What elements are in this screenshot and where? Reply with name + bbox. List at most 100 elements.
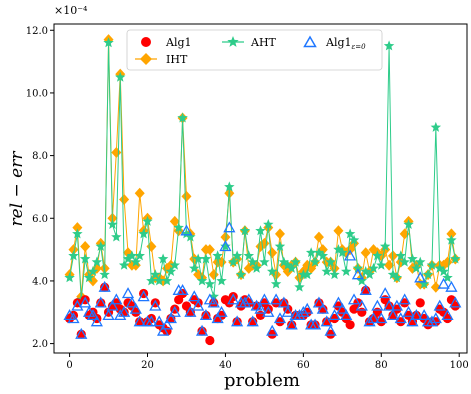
point-aht: [161, 275, 173, 286]
legend-label-alg1eps: Alg1ε=0: [325, 36, 366, 51]
point-aht: [379, 240, 391, 251]
point-alg1eps: [297, 305, 310, 317]
point-alg1eps: [301, 302, 314, 314]
point-alg1eps: [118, 305, 131, 317]
y-tick-label: 6.0: [32, 214, 48, 225]
point-aht: [115, 71, 126, 82]
point-alg1eps: [188, 290, 201, 302]
point-alg1eps: [328, 309, 341, 321]
point-alg1: [345, 320, 355, 330]
point-alg1eps: [211, 312, 224, 324]
point-aht: [309, 256, 321, 267]
point-alg1eps: [129, 302, 142, 314]
point-aht: [153, 275, 165, 286]
point-alg1eps: [168, 305, 181, 317]
point-aht: [181, 228, 192, 239]
point-aht: [348, 234, 360, 245]
point-alg1eps: [375, 312, 388, 324]
point-aht: [79, 253, 91, 264]
point-alg1eps: [79, 296, 92, 308]
plot-frame: [53, 23, 468, 354]
point-alg1eps: [94, 296, 107, 308]
point-iht: [68, 244, 79, 256]
point-aht: [270, 278, 282, 289]
point-aht: [72, 228, 83, 239]
point-alg1eps: [262, 305, 275, 317]
point-alg1: [271, 298, 281, 308]
point-alg1: [361, 285, 371, 295]
point-alg1: [267, 329, 277, 339]
point-aht: [372, 250, 383, 261]
point-aht: [216, 275, 227, 286]
point-aht: [422, 269, 434, 280]
point-alg1eps: [114, 309, 127, 321]
point-aht: [317, 250, 329, 261]
y-tick-label: 8.0: [32, 151, 48, 162]
point-alg1eps: [137, 290, 150, 302]
y-tick-label: 4.0: [32, 276, 48, 287]
y-tick-label: 10.0: [26, 88, 48, 99]
point-alg1eps: [273, 312, 287, 324]
point-alg1: [400, 298, 410, 308]
point-alg1eps: [207, 296, 220, 308]
point-alg1eps: [320, 315, 333, 327]
point-aht: [173, 222, 184, 233]
point-iht: [446, 228, 457, 240]
point-aht: [99, 269, 110, 280]
point-alg1: [415, 298, 425, 308]
point-aht: [305, 247, 317, 258]
point-iht: [313, 231, 324, 243]
point-aht: [407, 253, 418, 264]
point-aht: [165, 266, 177, 276]
point-aht: [266, 266, 278, 276]
point-alg1: [201, 310, 211, 320]
legend-label-iht: IHT: [166, 53, 188, 66]
point-alg1eps: [86, 309, 100, 321]
point-alg1eps: [125, 296, 139, 308]
point-iht: [442, 256, 453, 268]
point-aht: [337, 247, 348, 258]
series-layer: [63, 34, 462, 346]
point-iht: [220, 231, 231, 243]
point-aht: [208, 291, 219, 302]
point-alg1eps: [398, 293, 411, 305]
x-axis-label: problem: [224, 370, 300, 391]
point-aht: [321, 266, 332, 276]
point-alg1eps: [164, 312, 177, 324]
point-alg1eps: [441, 309, 454, 321]
point-iht: [119, 193, 130, 205]
point-alg1eps: [402, 305, 415, 317]
point-aht: [278, 256, 290, 267]
point-iht: [208, 269, 219, 281]
point-alg1: [287, 320, 297, 330]
x-tick-label: 0: [66, 360, 72, 371]
point-aht: [364, 269, 375, 280]
point-alg1eps: [106, 299, 119, 311]
point-alg1eps: [390, 299, 403, 311]
point-alg1eps: [429, 312, 442, 324]
point-alg1: [326, 329, 336, 339]
point-alg1eps: [192, 299, 205, 311]
point-aht: [103, 37, 114, 48]
point-aht: [204, 278, 216, 289]
point-aht: [255, 225, 266, 236]
point-aht: [200, 253, 212, 264]
point-aht: [157, 253, 169, 264]
point-aht: [150, 269, 161, 280]
point-alg1eps: [75, 327, 88, 339]
point-alg1eps: [379, 287, 392, 299]
legend-label-alg1: Alg1: [165, 36, 192, 49]
point-aht: [298, 269, 309, 280]
point-iht: [134, 187, 145, 199]
point-aht: [83, 272, 95, 283]
point-aht: [142, 215, 153, 226]
point-aht: [235, 269, 247, 280]
point-alg1eps: [445, 280, 458, 292]
y-scale-factor: ×10⁻⁴: [54, 4, 88, 17]
point-alg1eps: [246, 315, 259, 327]
point-alg1eps: [312, 296, 326, 308]
point-aht: [302, 269, 313, 280]
point-aht: [118, 259, 130, 270]
point-aht: [274, 240, 286, 251]
point-iht: [111, 146, 122, 158]
